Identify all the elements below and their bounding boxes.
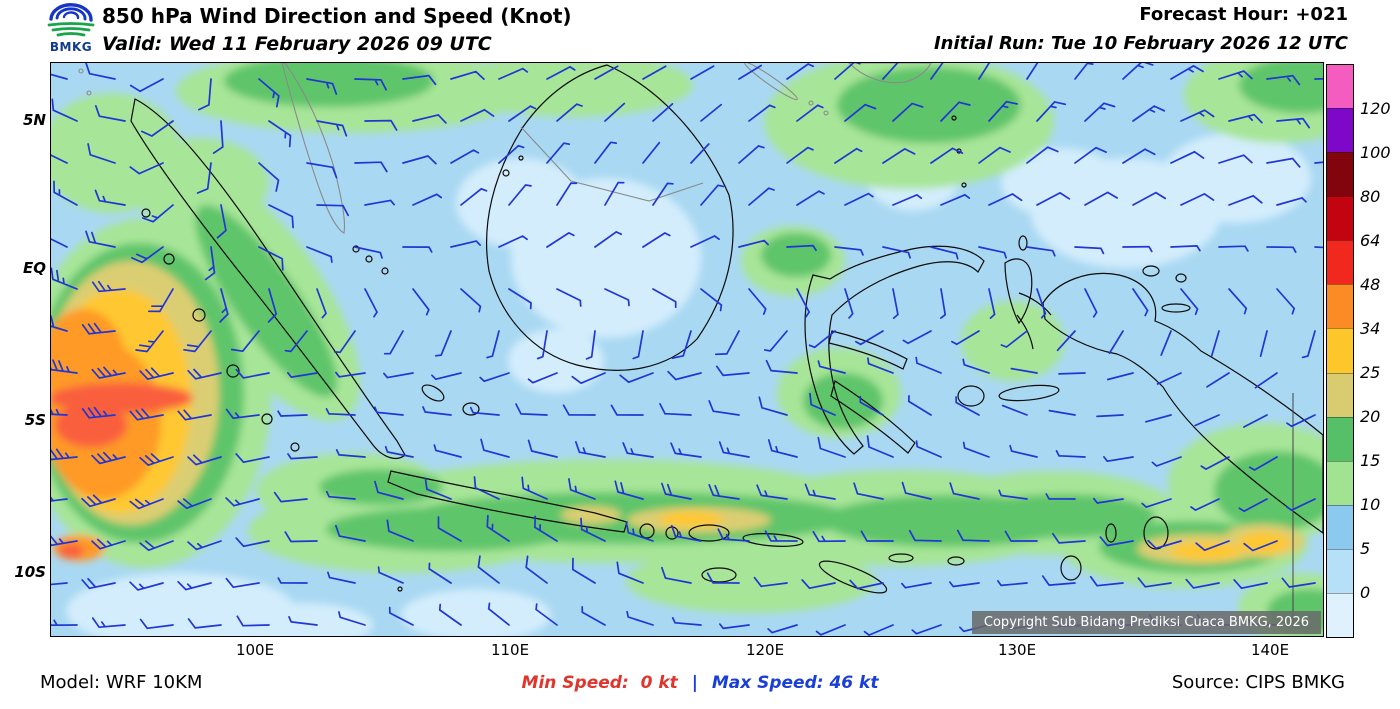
model-info: Model: WRF 10KM (40, 672, 203, 693)
lat-label-10s: 10S (14, 563, 46, 581)
initial-run: Initial Run: Tue 10 February 2026 12 UTC (933, 33, 1348, 54)
legend-cell-34-48 (1327, 284, 1353, 329)
legend-label-120: 120 (1360, 99, 1391, 118)
legend-cell-80-100 (1327, 152, 1353, 197)
legend-cell-gt120 (1327, 65, 1353, 109)
foreign-coastlines (78, 63, 932, 234)
legend-label-34: 34 (1360, 319, 1381, 338)
page-title: 850 hPa Wind Direction and Speed (Knot) (102, 4, 572, 28)
copyright-overlay: Copyright Sub Bidang Prediksi Cuaca BMKG… (971, 611, 1321, 634)
wind-barbs (51, 63, 1323, 636)
legend-cell-20-25 (1327, 372, 1353, 417)
legend-cell-64-80 (1327, 196, 1353, 241)
legend-label-5: 5 (1360, 539, 1371, 558)
lon-label-120e: 120E (745, 641, 785, 659)
legend-label-0: 0 (1360, 583, 1371, 602)
max-speed-text: Max Speed: 46 kt (711, 673, 879, 693)
bmkg-logo-text: BMKG (49, 40, 93, 54)
legend-label-64: 64 (1360, 231, 1381, 250)
lon-label-110e: 110E (490, 641, 530, 659)
wind-map-svg (51, 63, 1323, 636)
legend-label-20: 20 (1360, 407, 1381, 426)
legend-cell-25-34 (1327, 328, 1353, 373)
lat-label-5s: 5S (24, 411, 46, 429)
legend-label-80: 80 (1360, 187, 1381, 206)
legend-cell-15-20 (1327, 416, 1353, 461)
source-info: Source: CIPS BMKG (1171, 672, 1345, 693)
lat-label-5n: 5N (23, 111, 46, 129)
legend-label-10: 10 (1360, 495, 1381, 514)
legend-cell-48-64 (1327, 240, 1353, 285)
legend-label-100: 100 (1360, 143, 1391, 162)
valid-time: Valid: Wed 11 February 2026 09 UTC (102, 33, 492, 55)
bmkg-logo: BMKG (42, 2, 100, 54)
speed-separator: | (691, 673, 698, 693)
legend-label-25: 25 (1360, 363, 1381, 382)
legend-cell-lt0 (1327, 592, 1353, 638)
bmkg-logo-icon (47, 3, 95, 37)
legend-cell-10-15 (1327, 460, 1353, 505)
lon-label-130e: 130E (997, 641, 1037, 659)
legend-label-15: 15 (1360, 451, 1381, 470)
lon-label-140e: 140E (1250, 641, 1290, 659)
speed-summary: Min Speed: 0 kt | Max Speed: 46 kt (0, 673, 1400, 693)
forecast-hour: Forecast Hour: +021 (1139, 4, 1348, 25)
min-speed-text: Min Speed: 0 kt (521, 673, 678, 693)
legend-cell-0-5 (1327, 548, 1353, 593)
legend-cell-100-120 (1327, 108, 1353, 153)
lon-label-100e: 100E (235, 641, 275, 659)
wind-speed-legend (1326, 64, 1354, 638)
legend-label-48: 48 (1360, 275, 1381, 294)
legend-cell-5-10 (1327, 504, 1353, 549)
map-canvas: Copyright Sub Bidang Prediksi Cuaca BMKG… (50, 62, 1324, 637)
lat-label-eq: EQ (23, 259, 46, 277)
